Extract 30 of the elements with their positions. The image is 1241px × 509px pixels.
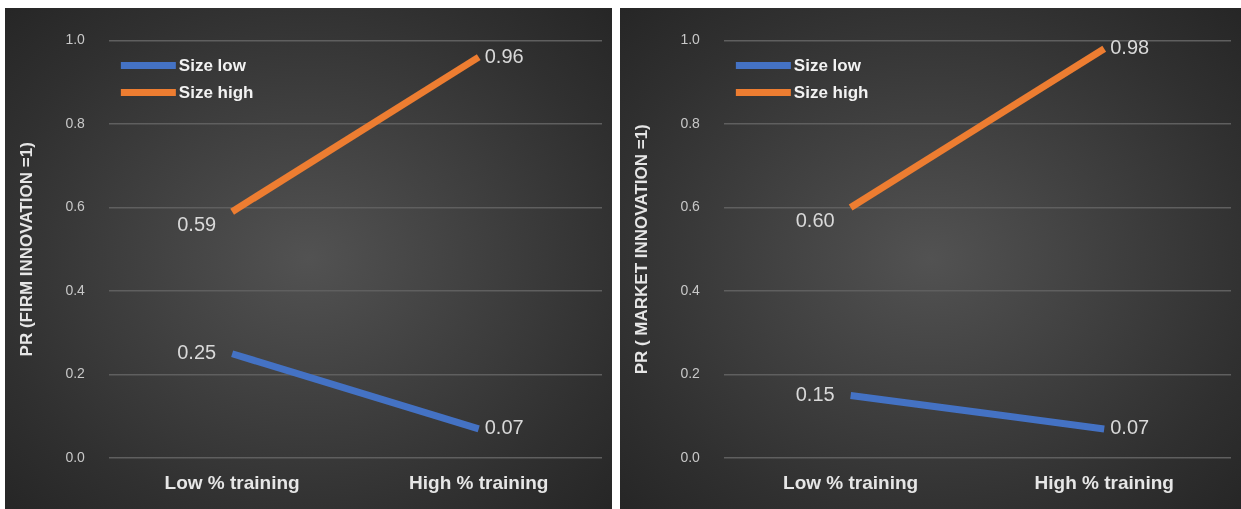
y-axis-title: PR (FIRM INNOVATION =1) <box>16 142 36 357</box>
data-label: 0.96 <box>484 44 524 67</box>
y-tick-label: 0.2 <box>680 365 701 382</box>
data-label: 0.59 <box>177 213 217 236</box>
y-tick-label: 0.4 <box>680 281 701 298</box>
y-tick-label: 1.0 <box>680 31 701 48</box>
data-label: 0.25 <box>177 341 217 364</box>
y-axis-title: PR ( MARKET INNOVATION =1) <box>631 124 651 375</box>
y-tick-label: 0.8 <box>680 114 701 131</box>
x-tick-label: High % training <box>1034 471 1174 493</box>
legend-label: Size low <box>178 56 247 76</box>
data-label: 0.15 <box>795 383 835 406</box>
x-tick-label: Low % training <box>783 471 919 493</box>
data-label: 0.98 <box>1110 36 1150 59</box>
y-tick-label: 0.2 <box>65 365 86 382</box>
data-label: 0.07 <box>484 416 524 439</box>
y-tick-label: 0.6 <box>65 198 86 215</box>
legend-label: Size high <box>178 83 254 103</box>
y-tick-label: 0.0 <box>680 449 701 466</box>
legend-label: Size low <box>793 56 862 76</box>
y-tick-label: 0.6 <box>680 198 701 215</box>
y-tick-label: 1.0 <box>65 31 86 48</box>
data-label: 0.07 <box>1110 416 1150 439</box>
data-label: 0.60 <box>795 209 835 232</box>
y-tick-label: 0.4 <box>65 281 86 298</box>
x-tick-label: High % training <box>409 471 549 493</box>
legend-label: Size high <box>793 83 869 103</box>
y-tick-label: 0.8 <box>65 114 86 131</box>
y-tick-label: 0.0 <box>65 449 86 466</box>
x-tick-label: Low % training <box>164 471 300 493</box>
